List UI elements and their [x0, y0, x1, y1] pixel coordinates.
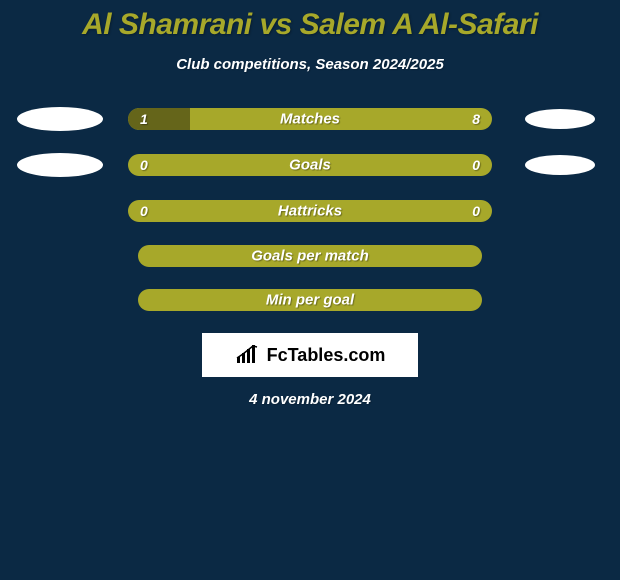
player-left-avatar — [10, 107, 110, 131]
stat-rows: 1 Matches 8 0 Goals 0 0 Hattricks 0 — [0, 107, 620, 311]
stat-right-value: 0 — [472, 157, 480, 173]
date: 4 november 2024 — [0, 391, 620, 408]
player-right-avatar — [510, 107, 610, 131]
stat-bar: 1 Matches 8 — [128, 108, 492, 130]
stat-bar: 0 Hattricks 0 — [128, 200, 492, 222]
stat-right-value: 0 — [472, 203, 480, 219]
stat-left-value: 0 — [140, 203, 148, 219]
comparison-widget: Al Shamrani vs Salem A Al-Safari Club co… — [0, 0, 620, 580]
stat-bar: Goals per match — [138, 245, 482, 267]
avatar-spacer — [510, 199, 610, 223]
stat-label: Matches — [280, 111, 340, 128]
stat-row-goals-per-match: Goals per match — [10, 245, 610, 267]
player-right-avatar — [510, 153, 610, 177]
stat-bar: 0 Goals 0 — [128, 154, 492, 176]
stat-row-hattricks: 0 Hattricks 0 — [10, 199, 610, 223]
chart-icon — [235, 345, 261, 365]
stat-label: Goals — [289, 157, 331, 174]
stat-left-value: 0 — [140, 157, 148, 173]
stat-left-value: 1 — [140, 111, 148, 127]
stat-bar: Min per goal — [138, 289, 482, 311]
stat-right-value: 8 — [472, 111, 480, 127]
stat-row-goals: 0 Goals 0 — [10, 153, 610, 177]
avatar-spacer — [10, 199, 110, 223]
stat-label: Hattricks — [278, 203, 342, 220]
logo-text: FcTables.com — [267, 345, 386, 366]
stat-label: Min per goal — [266, 292, 354, 309]
stat-label: Goals per match — [251, 248, 369, 265]
page-title: Al Shamrani vs Salem A Al-Safari — [0, 8, 620, 42]
logo: FcTables.com — [202, 333, 418, 377]
stat-bar-fill — [128, 108, 190, 130]
stat-row-matches: 1 Matches 8 — [10, 107, 610, 131]
stat-row-min-per-goal: Min per goal — [10, 289, 610, 311]
subtitle: Club competitions, Season 2024/2025 — [0, 56, 620, 73]
player-left-avatar — [10, 153, 110, 177]
